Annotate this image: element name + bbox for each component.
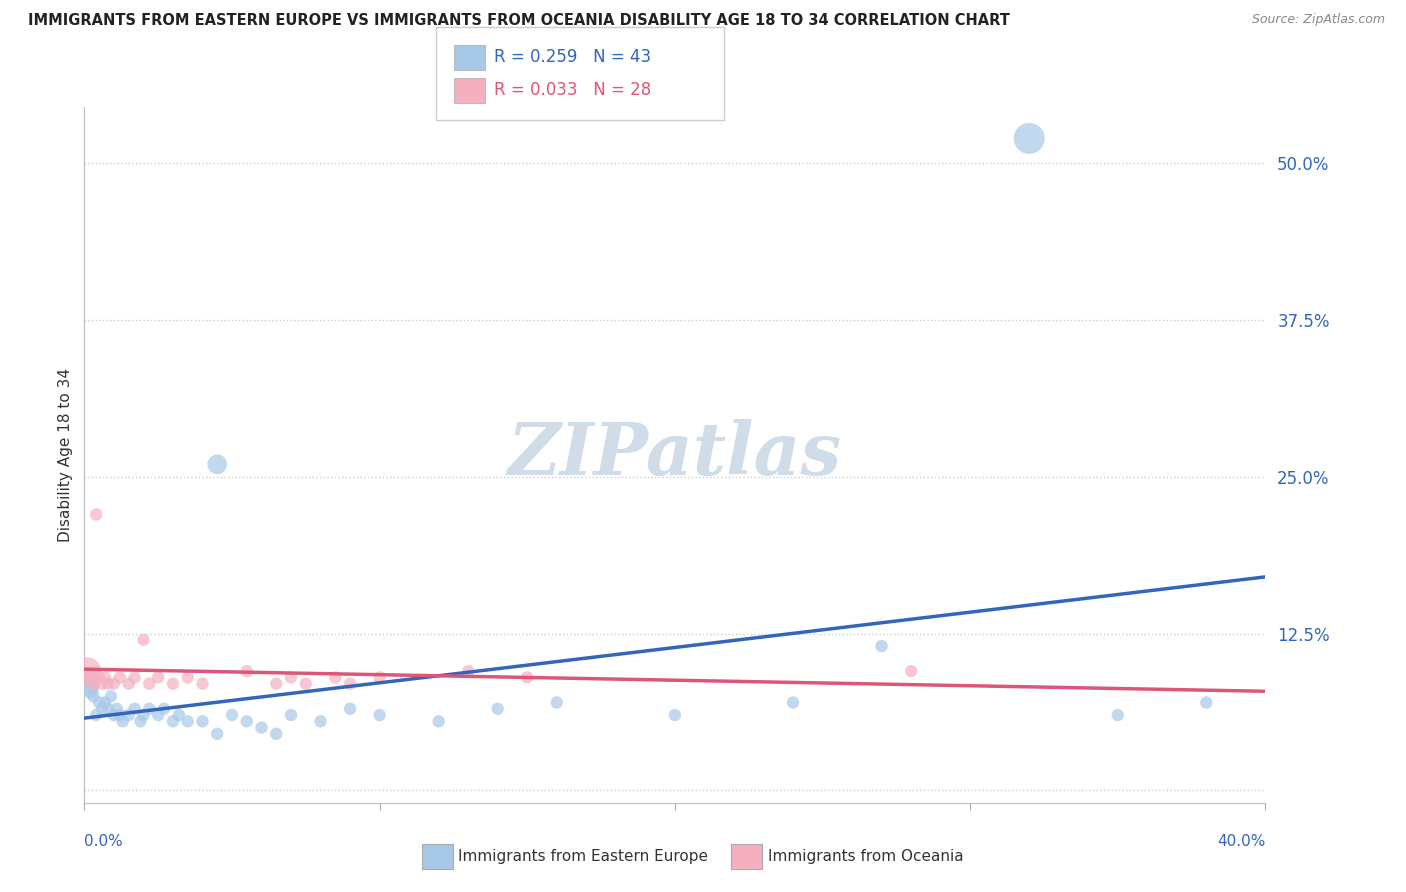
Point xyxy=(103,708,125,723)
Point xyxy=(264,727,288,741)
Point xyxy=(221,708,243,723)
Point xyxy=(91,676,114,690)
Point xyxy=(87,670,111,684)
Point xyxy=(368,708,391,723)
Point xyxy=(339,702,361,716)
Point xyxy=(162,676,184,690)
Point xyxy=(235,664,259,678)
Point xyxy=(205,458,228,472)
Point xyxy=(486,702,509,716)
Point xyxy=(111,714,134,729)
Point xyxy=(124,702,146,716)
Point xyxy=(148,708,170,723)
Point xyxy=(100,690,122,704)
Point xyxy=(323,670,347,684)
Point xyxy=(82,676,104,690)
Point xyxy=(900,664,922,678)
Point xyxy=(108,670,131,684)
Point xyxy=(457,664,479,678)
Point xyxy=(138,702,160,716)
Point xyxy=(191,676,214,690)
Point xyxy=(870,639,893,653)
Point xyxy=(103,676,125,690)
Text: IMMIGRANTS FROM EASTERN EUROPE VS IMMIGRANTS FROM OCEANIA DISABILITY AGE 18 TO 3: IMMIGRANTS FROM EASTERN EUROPE VS IMMIGR… xyxy=(28,13,1010,29)
Point xyxy=(132,708,155,723)
Point xyxy=(177,714,200,729)
Point xyxy=(94,696,117,710)
Point xyxy=(264,676,288,690)
Point xyxy=(280,708,302,723)
Point xyxy=(205,727,228,741)
Point xyxy=(97,702,120,716)
Point xyxy=(124,670,146,684)
Point xyxy=(1195,696,1218,710)
Point xyxy=(129,714,152,729)
Point xyxy=(138,676,160,690)
Point xyxy=(82,690,104,704)
Point xyxy=(1107,708,1129,723)
Text: R = 0.259   N = 43: R = 0.259 N = 43 xyxy=(494,48,651,66)
Y-axis label: Disability Age 18 to 34: Disability Age 18 to 34 xyxy=(58,368,73,542)
Point xyxy=(118,708,141,723)
Point xyxy=(546,696,568,710)
Text: Immigrants from Eastern Europe: Immigrants from Eastern Europe xyxy=(458,849,709,863)
Point xyxy=(76,664,98,678)
Text: 40.0%: 40.0% xyxy=(1218,834,1265,849)
Point xyxy=(162,714,184,729)
Point xyxy=(84,708,107,723)
Point xyxy=(167,708,190,723)
Text: ZIPatlas: ZIPatlas xyxy=(508,419,842,491)
Point xyxy=(295,676,318,690)
Point xyxy=(94,670,117,684)
Point xyxy=(79,683,101,698)
Point xyxy=(108,708,131,723)
Point xyxy=(368,670,391,684)
Point xyxy=(280,670,302,684)
Point xyxy=(339,676,361,690)
Point xyxy=(148,670,170,684)
Point xyxy=(427,714,450,729)
Point xyxy=(118,676,141,690)
Point xyxy=(87,696,111,710)
Point xyxy=(91,702,114,716)
Point xyxy=(250,721,273,735)
Point xyxy=(105,702,128,716)
Point xyxy=(153,702,176,716)
Point xyxy=(84,508,107,522)
Point xyxy=(516,670,538,684)
Point xyxy=(782,696,804,710)
Point xyxy=(132,632,155,647)
Text: Immigrants from Oceania: Immigrants from Oceania xyxy=(768,849,963,863)
Point xyxy=(235,714,259,729)
Point xyxy=(309,714,332,729)
Text: R = 0.033   N = 28: R = 0.033 N = 28 xyxy=(494,81,651,99)
Point xyxy=(177,670,200,684)
Point xyxy=(79,670,101,684)
Point xyxy=(76,676,98,690)
Point xyxy=(191,714,214,729)
Text: 0.0%: 0.0% xyxy=(84,834,124,849)
Point xyxy=(97,676,120,690)
Text: Source: ZipAtlas.com: Source: ZipAtlas.com xyxy=(1251,13,1385,27)
Point xyxy=(664,708,686,723)
Point xyxy=(1018,131,1040,145)
